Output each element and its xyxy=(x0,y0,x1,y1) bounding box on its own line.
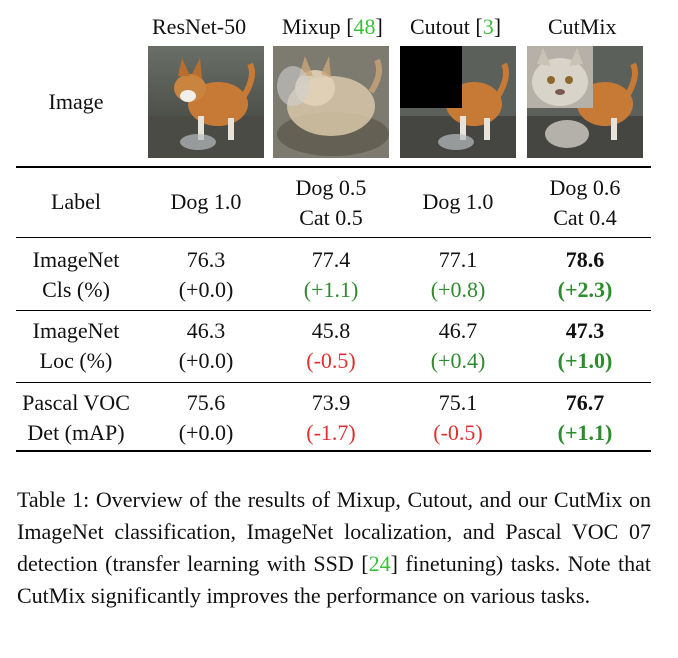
row-label-pascal-det: Pascal VOC Det (mAP) xyxy=(10,388,142,448)
cls-cell-cutmix: 78.6 (+2.3) xyxy=(523,245,647,305)
label-cell-line: Cat 0.4 xyxy=(553,205,617,230)
col-header-cutout: Cutout [3] xyxy=(410,14,502,39)
cell-delta: (+0.8) xyxy=(430,277,486,302)
caption-text: Table 1: Overview of the results of Mixu… xyxy=(17,487,651,576)
loc-cell-mixup: 45.8 (-0.5) xyxy=(269,316,393,376)
det-cell-cutout: 75.1 (-0.5) xyxy=(396,388,520,448)
det-cell-resnet: 75.6 (+0.0) xyxy=(144,388,268,448)
cutout-image xyxy=(400,46,516,158)
row-label-line: Cls (%) xyxy=(42,277,110,302)
cell-delta: (+0.0) xyxy=(178,348,234,373)
label-cell-line: Dog 0.6 xyxy=(549,175,621,200)
loc-cell-cutmix: 47.3 (+1.0) xyxy=(523,316,647,376)
row-label-line: ImageNet xyxy=(32,247,120,272)
cell-value: 75.6 xyxy=(186,390,226,415)
col-header-resnet50: ResNet-50 xyxy=(152,14,247,39)
det-cell-mixup: 73.9 (-1.7) xyxy=(269,388,393,448)
rule-after-label xyxy=(16,237,651,238)
row-label-imagenet-cls: ImageNet Cls (%) xyxy=(16,245,136,305)
label-cell-cutout: Dog 1.0 xyxy=(422,189,494,214)
label-cell-mixup: Dog 0.5 Cat 0.5 xyxy=(269,173,393,233)
cell-value: 76.3 xyxy=(186,247,226,272)
col-header-cutout-label: Cutout xyxy=(410,14,470,39)
cell-delta: (+0.0) xyxy=(178,277,234,302)
cell-value: 46.7 xyxy=(438,318,478,343)
cell-delta: (-1.7) xyxy=(306,420,356,445)
row-label-label: Label xyxy=(50,189,102,214)
det-cell-cutmix: 76.7 (+1.1) xyxy=(523,388,647,448)
mixup-image xyxy=(273,46,389,158)
cls-cell-resnet: 76.3 (+0.0) xyxy=(144,245,268,305)
loc-cell-cutout: 46.7 (+0.4) xyxy=(396,316,520,376)
rule-after-loc xyxy=(16,382,651,383)
cell-value: 76.7 xyxy=(565,390,605,415)
label-cell-line: Dog 0.5 xyxy=(295,175,367,200)
row-label-line: Loc (%) xyxy=(39,348,113,373)
cell-value: 46.3 xyxy=(186,318,226,343)
caption-text: ] finetuning) tasks. Note that CutMix si… xyxy=(17,551,651,608)
label-cell-cutmix: Dog 0.6 Cat 0.4 xyxy=(523,173,647,233)
col-header-mixup-label: Mixup xyxy=(282,14,341,39)
loc-cell-resnet: 46.3 (+0.0) xyxy=(144,316,268,376)
cell-value: 77.4 xyxy=(311,247,351,272)
label-cell-resnet: Dog 1.0 xyxy=(170,189,242,214)
cell-value: 75.1 xyxy=(438,390,478,415)
col-header-mixup: Mixup [48] xyxy=(282,14,383,39)
citation-link[interactable]: 48 xyxy=(353,14,376,39)
cell-delta: (+2.3) xyxy=(557,277,613,302)
citation-link[interactable]: 24 xyxy=(368,551,391,576)
cell-delta: (+1.1) xyxy=(557,420,613,445)
cell-value: 77.1 xyxy=(438,247,478,272)
cell-delta: (-0.5) xyxy=(306,348,356,373)
row-label-line: ImageNet xyxy=(32,318,120,343)
cls-cell-cutout: 77.1 (+0.8) xyxy=(396,245,520,305)
row-label-line: Pascal VOC xyxy=(22,390,130,415)
cell-delta: (+1.0) xyxy=(557,348,613,373)
label-cell-line: Cat 0.5 xyxy=(299,205,363,230)
cell-delta: (-0.5) xyxy=(433,420,483,445)
resnet50-dog-image xyxy=(148,46,264,158)
cell-value: 47.3 xyxy=(565,318,605,343)
col-header-cutmix: CutMix xyxy=(548,14,617,39)
cell-delta: (+0.0) xyxy=(178,420,234,445)
table-caption: Table 1: Overview of the results of Mixu… xyxy=(17,484,651,612)
cls-cell-mixup: 77.4 (+1.1) xyxy=(269,245,393,305)
rule-bottom xyxy=(16,450,651,452)
cell-delta: (+1.1) xyxy=(303,277,359,302)
row-label-image: Image xyxy=(48,89,104,114)
cell-value: 73.9 xyxy=(311,390,351,415)
cutmix-image xyxy=(527,46,643,158)
cell-delta: (+0.4) xyxy=(430,348,486,373)
row-label-line: Det (mAP) xyxy=(27,420,125,445)
rule-after-cls xyxy=(16,310,651,311)
rule-top xyxy=(16,166,651,168)
cell-value: 45.8 xyxy=(311,318,351,343)
cell-value: 78.6 xyxy=(565,247,605,272)
row-label-imagenet-loc: ImageNet Loc (%) xyxy=(16,316,136,376)
citation-link[interactable]: 3 xyxy=(482,14,494,39)
